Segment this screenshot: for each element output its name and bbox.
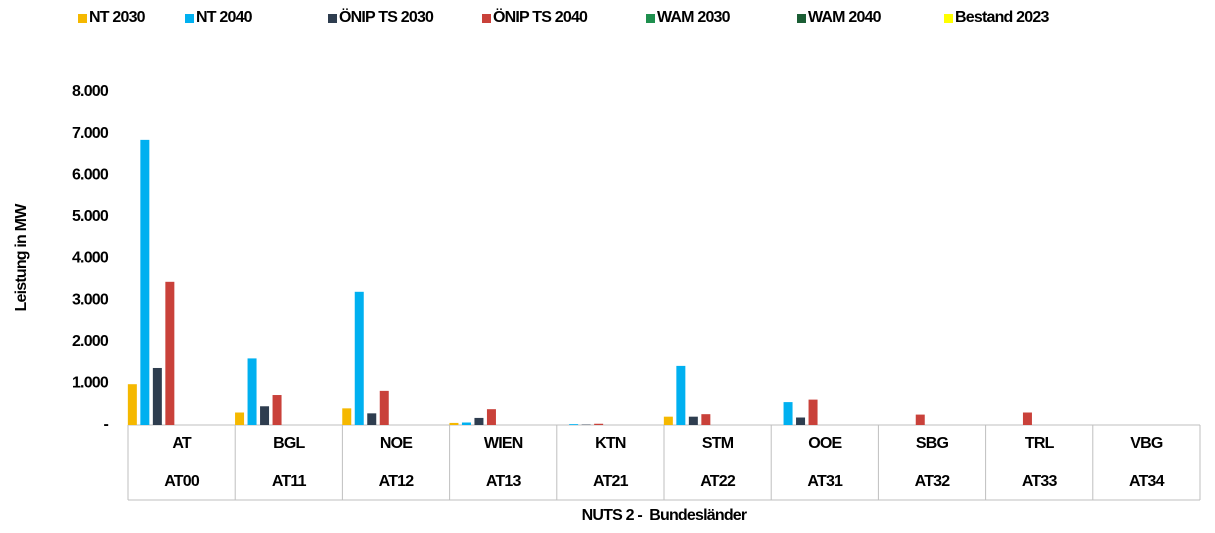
y-tick-label: 3.000 (72, 291, 109, 308)
bar (273, 395, 282, 425)
bar (916, 415, 925, 425)
x-tick-code: AT21 (593, 473, 629, 490)
x-tick-label: NOE (380, 435, 413, 452)
x-tick-code: AT11 (272, 473, 307, 490)
legend-swatch (78, 14, 87, 23)
y-tick-label: 1.000 (72, 375, 109, 392)
bar (235, 413, 244, 425)
bar (701, 414, 710, 425)
legend-swatch (646, 14, 655, 23)
x-tick-label: BGL (273, 435, 305, 452)
bar (784, 402, 793, 425)
bar (676, 366, 685, 425)
bar (809, 400, 818, 425)
y-tick-label: 2.000 (72, 333, 109, 350)
bar (355, 292, 364, 425)
x-tick-label: WIEN (484, 435, 523, 452)
bar (474, 418, 483, 425)
x-tick-code: AT34 (1129, 473, 1165, 490)
x-tick-code: AT22 (700, 473, 736, 490)
y-tick-label: 8.000 (72, 83, 109, 100)
y-tick-label: - (103, 416, 108, 433)
y-tick-label: 4.000 (72, 250, 109, 267)
bar (796, 418, 805, 425)
legend-label: Bestand 2023 (955, 9, 1049, 26)
bar (380, 391, 389, 425)
x-axis-label: NUTS 2 - Bundesländer (582, 507, 747, 524)
bar (449, 423, 458, 425)
bar (128, 384, 137, 425)
x-tick-label: KTN (595, 435, 626, 452)
bar (689, 417, 698, 425)
x-tick-label: STM (702, 435, 734, 452)
legend-swatch (328, 14, 337, 23)
legend-label: ÖNIP TS 2030 (339, 7, 434, 26)
bar (1023, 413, 1032, 425)
x-tick-label: VBG (1130, 435, 1163, 452)
bar (153, 368, 162, 425)
x-tick-code: AT12 (379, 473, 415, 490)
legend-swatch (944, 14, 953, 23)
y-tick-label: 5.000 (72, 208, 109, 225)
bar (165, 282, 174, 425)
bar (462, 423, 471, 425)
bar (342, 408, 351, 425)
x-tick-code: AT32 (915, 473, 951, 490)
bar (140, 140, 149, 425)
legend-swatch (797, 14, 806, 23)
legend-label: NT 2040 (196, 9, 253, 26)
x-tick-code: AT31 (807, 473, 843, 490)
bar (260, 406, 269, 425)
legend-swatch (185, 14, 194, 23)
legend-label: ÖNIP TS 2040 (493, 7, 588, 26)
x-tick-label: SBG (916, 435, 949, 452)
x-tick-code: AT33 (1022, 473, 1058, 490)
legend-label: WAM 2030 (657, 9, 731, 26)
bar (248, 358, 257, 425)
y-axis-label: Leistung in MW (13, 203, 30, 312)
x-tick-code: AT13 (486, 473, 522, 490)
bar (664, 417, 673, 425)
x-tick-label: AT (172, 435, 192, 452)
bar (569, 424, 578, 425)
bar (487, 409, 496, 425)
legend-label: NT 2030 (89, 9, 146, 26)
x-tick-code: AT00 (164, 473, 200, 490)
y-tick-label: 7.000 (72, 125, 109, 142)
bar (367, 413, 376, 425)
x-tick-label: TRL (1025, 435, 1055, 452)
legend-swatch (482, 14, 491, 23)
legend-label: WAM 2040 (808, 9, 882, 26)
x-tick-label: OOE (808, 435, 842, 452)
bar (594, 424, 603, 425)
y-tick-label: 6.000 (72, 166, 109, 183)
